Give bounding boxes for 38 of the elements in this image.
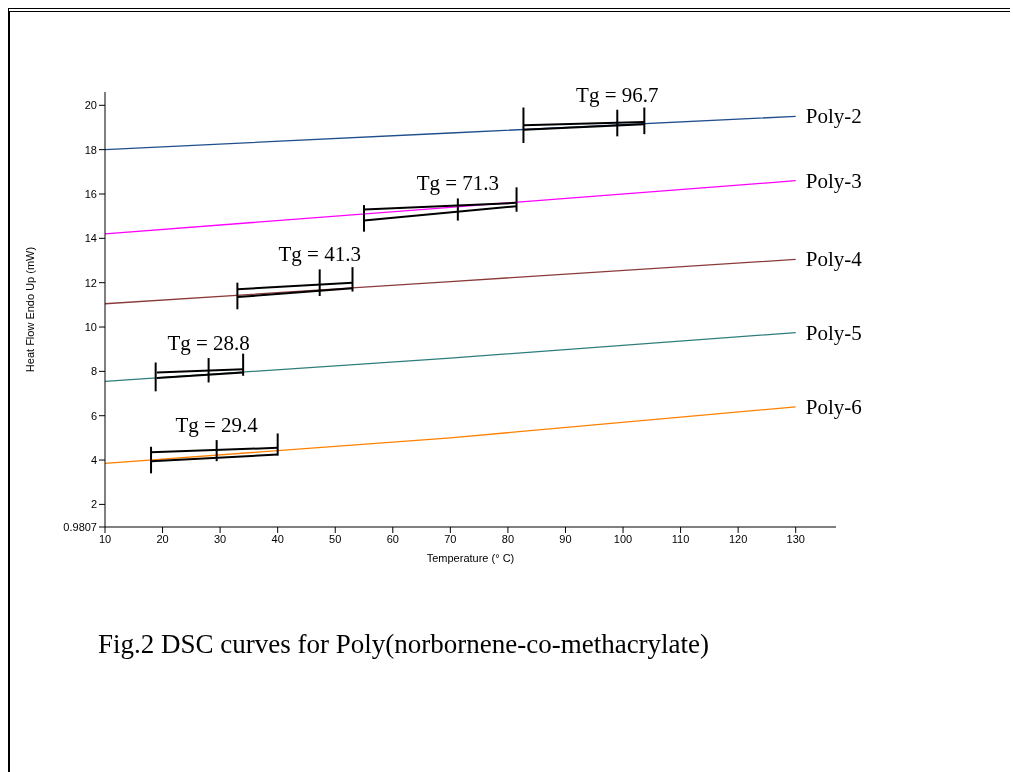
y-tick-label: 8: [90, 365, 97, 378]
y-tick-label: 4: [90, 453, 97, 466]
x-tick-label: 50: [329, 532, 342, 545]
x-tick-label: 110: [671, 532, 690, 545]
y-tick-label: 14: [84, 232, 97, 245]
page-frame: 10 20 30 40 50 60 70 80 90 100 110 120 130 Temperature (° C) 0.9807 2 4 6 8 10 12 14 16 18 20 Heat Flow Endo Up (mW) Poly-2 Poly-3 Poly-4 Poly-5 Poly-6 Tg = 96.7 Tg = 71.3 Tg = 41.3 Tg = 28.8 Tg = 29.4 Fig.2 DSC curves for Poly(norbornene-co-methacrylate): [8, 8, 1010, 772]
x-tick-label: 70: [444, 532, 457, 545]
y-tick-label: 6: [90, 409, 97, 422]
annotation: Tg = 96.7: [576, 82, 659, 107]
y-tick-label: 16: [84, 187, 97, 200]
x-tick-label: 30: [213, 532, 227, 545]
y-tick-label: 0.9807: [63, 520, 97, 533]
x-tick-label: 80: [501, 532, 515, 545]
series-label: Poly-6: [805, 394, 862, 419]
x-tick-label: 100: [613, 532, 633, 545]
annotation: Tg = 41.3: [278, 242, 361, 267]
annotation: Tg = 28.8: [167, 331, 250, 356]
annotation: Tg = 71.3: [416, 171, 500, 196]
series-label: Poly-2: [805, 104, 862, 129]
y-tick-label: 18: [84, 143, 97, 156]
x-tick-label: 130: [786, 532, 805, 545]
series-label: Poly-3: [805, 168, 862, 193]
x-axis-title: Temperature (° C): [426, 552, 515, 564]
series-label: Poly-5: [805, 320, 862, 345]
x-tick-label: 10: [98, 532, 112, 545]
text: Fig.2 DSC curves for Poly(norbornene-co-methacrylate): [98, 629, 710, 660]
x-tick-label: 20: [156, 532, 169, 545]
x-tick-label: 40: [271, 532, 284, 545]
x-tick-label: 60: [386, 532, 399, 545]
x-tick-label: 120: [728, 532, 748, 545]
series-label: Poly-4: [805, 247, 863, 272]
y-tick-label: 10: [84, 320, 97, 333]
y-tick-label: 2: [90, 498, 97, 511]
y-tick-label: 20: [84, 99, 97, 112]
x-tick-label: 90: [559, 532, 572, 545]
y-axis-title: Heat Flow Endo Up (mW): [23, 246, 36, 373]
y-tick-label: 12: [84, 276, 97, 289]
annotation: Tg = 29.4: [175, 413, 259, 438]
